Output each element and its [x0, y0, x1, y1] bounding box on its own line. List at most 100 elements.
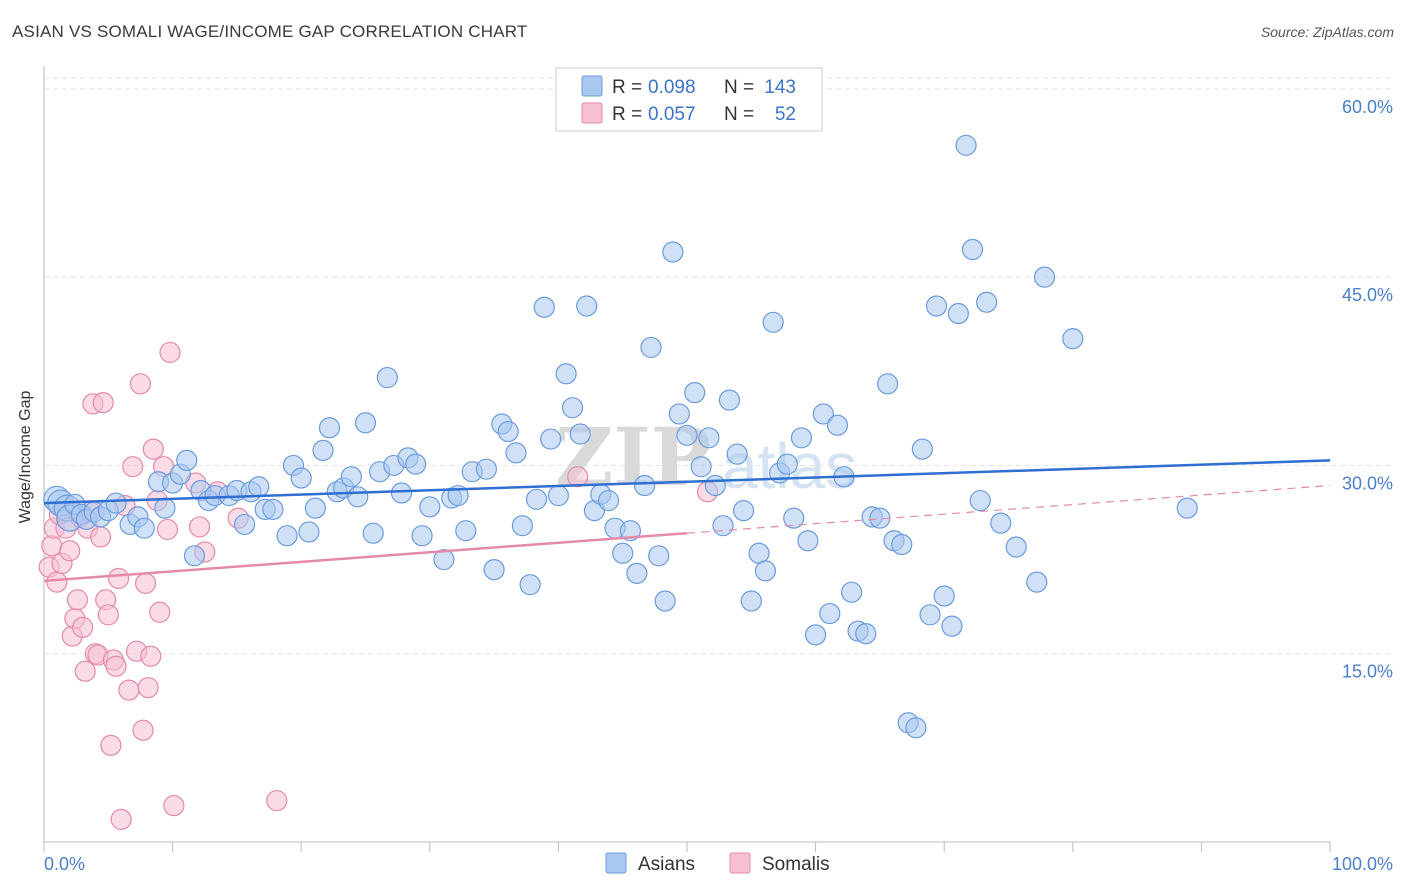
asians-point: [419, 496, 441, 518]
asians-point: [154, 497, 176, 519]
somalis-trend-line: [43, 531, 688, 583]
asians-point: [1033, 266, 1056, 288]
asians-point: [411, 525, 433, 547]
legend-n-label: N =: [724, 104, 754, 125]
asians-point: [941, 615, 963, 637]
somalis-point: [46, 571, 68, 593]
asians-point: [961, 238, 984, 261]
somalis-point: [129, 373, 152, 395]
somalis-point: [59, 540, 81, 562]
asians-point: [633, 474, 656, 497]
asians-point: [340, 466, 362, 488]
asians-point: [911, 438, 933, 460]
somalis-point: [134, 572, 157, 595]
somalis-point: [163, 794, 185, 817]
asians-point: [597, 489, 620, 512]
asians-point: [1062, 328, 1084, 350]
asians-point: [925, 295, 948, 317]
y-tick-labels: 15.0% 30.0% 45.0% 60.0%: [1342, 97, 1393, 682]
asians-point: [176, 449, 198, 471]
asians-point: [612, 542, 634, 564]
asians-point: [576, 295, 598, 317]
asians-point: [698, 427, 720, 449]
asians-point: [891, 533, 913, 556]
asians-point: [804, 624, 827, 646]
somalis-point: [92, 392, 114, 414]
legend-n-value: 143: [764, 77, 796, 98]
asians-point: [312, 439, 334, 461]
asians-point: [969, 489, 991, 512]
somalis-point: [266, 789, 288, 812]
somalis-point: [567, 466, 589, 488]
y-tick-label: 45.0%: [1342, 285, 1393, 305]
asians-point: [841, 581, 863, 603]
y-axis-title: Wage/Income Gap: [17, 391, 34, 524]
somalis-point: [100, 734, 122, 756]
asians-point: [1005, 536, 1027, 558]
asians-point: [511, 515, 533, 537]
asians-point: [626, 562, 648, 584]
asians-point: [877, 373, 899, 395]
asians-point: [497, 420, 519, 443]
somalis-point: [110, 808, 132, 831]
somalis-point: [140, 645, 162, 667]
legend-r-value: 0.057: [648, 104, 696, 125]
asians-point: [433, 548, 455, 571]
correlation-legend: R = 0.098 N = 143 R = 0.057 N = 52: [555, 67, 823, 132]
somalis-point: [107, 567, 130, 589]
somalis-point: [189, 516, 211, 538]
somalis-point: [66, 589, 89, 611]
axes: [43, 66, 1331, 852]
somalis-point: [89, 526, 112, 548]
asians-point: [976, 291, 998, 313]
asians-trend-line: [43, 459, 1331, 505]
somalis-point: [41, 535, 63, 557]
asians-point: [654, 590, 676, 612]
somalis-point: [71, 616, 94, 638]
asians-point: [133, 517, 155, 539]
asians-point: [812, 403, 834, 425]
asians-point: [354, 412, 377, 434]
asian-points: [43, 134, 1198, 739]
somalis-trend-line-extension: [686, 484, 1331, 534]
asians-point: [304, 497, 326, 519]
asians-point: [955, 134, 977, 156]
asians-point: [648, 545, 670, 567]
y-tick-label: 60.0%: [1342, 97, 1393, 117]
asians-point: [826, 414, 849, 436]
grid-lines: [44, 77, 1393, 655]
asians-point: [483, 559, 505, 581]
asians-point: [712, 515, 734, 537]
asians-point: [455, 520, 477, 542]
asians-point: [525, 488, 548, 510]
somalis-point: [122, 456, 144, 478]
asians-point: [318, 417, 341, 439]
asians-point: [668, 403, 690, 425]
legend-swatch-asians: [581, 75, 603, 97]
source-credit: Source: ZipAtlas.com: [1260, 24, 1394, 40]
legend-swatch-asians: [605, 852, 627, 874]
asians-point: [547, 484, 570, 507]
asians-point: [533, 296, 555, 318]
somalis-point: [105, 655, 127, 677]
asians-point: [933, 585, 955, 607]
asians-point: [475, 458, 497, 480]
asians-point: [262, 498, 284, 520]
legend-label-somalis: Somalis: [762, 854, 830, 875]
asians-point: [555, 363, 577, 385]
asians-point: [276, 525, 298, 547]
asians-point: [790, 427, 813, 449]
asians-point: [718, 389, 741, 411]
asians-point: [298, 521, 320, 543]
legend-r-label: R =: [612, 77, 642, 98]
legend-n-label: N =: [724, 77, 754, 98]
asians-point: [569, 423, 591, 445]
asians-point: [234, 513, 256, 536]
asians-point: [248, 476, 270, 498]
chart-title: ASIAN VS SOMALI WAGE/INCOME GAP CORRELAT…: [12, 22, 528, 41]
legend-label-asians: Asians: [638, 854, 695, 875]
asians-point: [855, 623, 877, 645]
asians-point: [640, 336, 662, 359]
asians-point: [676, 424, 698, 446]
